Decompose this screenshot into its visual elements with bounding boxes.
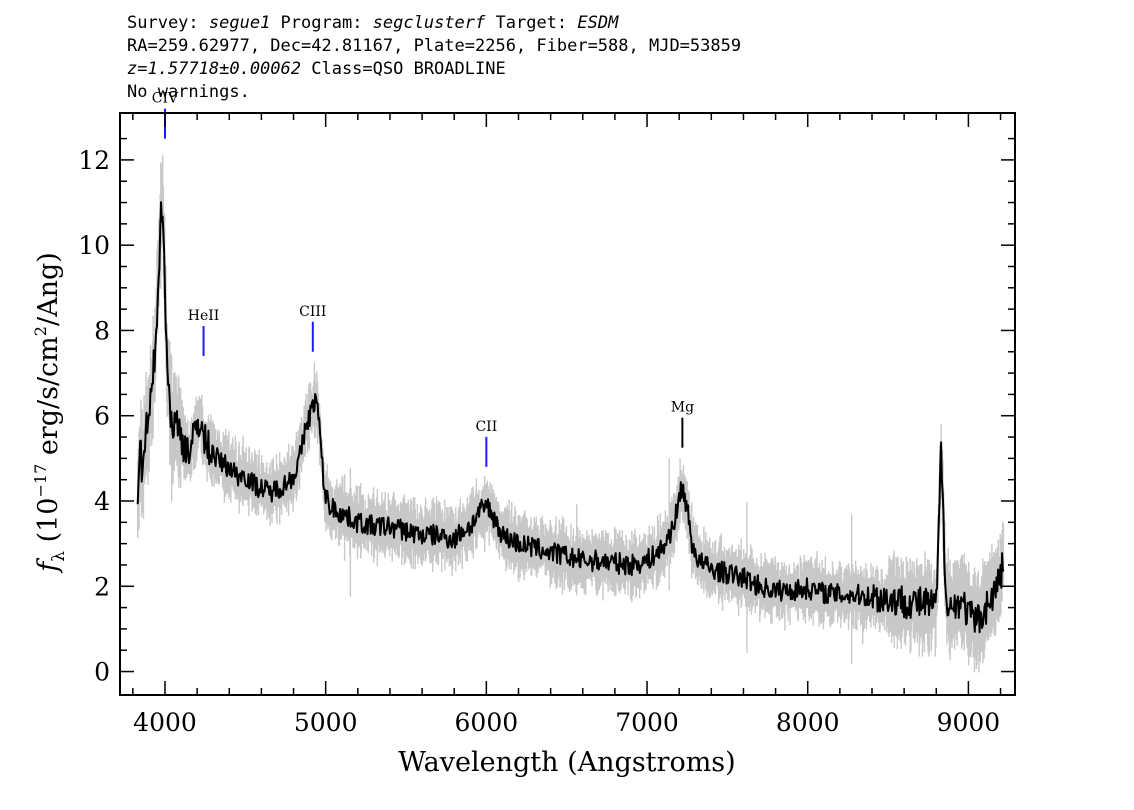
line-label-heii: HeII bbox=[188, 308, 220, 324]
plot-frame bbox=[119, 112, 1016, 696]
x-tick-label: 6000 bbox=[455, 708, 519, 737]
emission-lines: CIV HeII CIII CII Mg bbox=[152, 91, 694, 467]
target-value: ESDM bbox=[577, 13, 619, 33]
class-value: Class=QSO BROADLINE bbox=[301, 59, 506, 79]
x-tick-label: 8000 bbox=[776, 708, 840, 737]
survey-value: segue1 bbox=[208, 13, 271, 33]
y-tick-label: 4 bbox=[94, 487, 110, 516]
line-label-ciii: CIII bbox=[299, 304, 326, 320]
x-tick-label: 4000 bbox=[133, 708, 197, 737]
line-label-civ: CIV bbox=[152, 91, 179, 107]
redshift-value: z=1.57718±0.00062 bbox=[127, 59, 301, 79]
header-line-survey: Survey: segue1 Program: segclusterf Targ… bbox=[127, 13, 619, 33]
y-tick-label: 8 bbox=[94, 316, 110, 345]
y-axis-label: fλ (10−17 erg/s/cm2/Ang) bbox=[31, 252, 69, 574]
y-tick-label: 6 bbox=[94, 402, 110, 431]
header-line-warnings: No warnings. bbox=[127, 82, 250, 102]
x-tick-label: 9000 bbox=[937, 708, 1001, 737]
line-label-mg: Mg bbox=[671, 400, 694, 416]
flux-line bbox=[136, 201, 1005, 634]
y-tick-label: 12 bbox=[78, 146, 110, 175]
line-label-cii: CII bbox=[475, 419, 497, 435]
axis-ticks bbox=[120, 113, 1015, 695]
header-line-redshift: z=1.57718±0.00062 Class=QSO BROADLINE bbox=[127, 58, 741, 81]
tick-labels: 4000 5000 6000 7000 8000 9000 0 2 4 6 8 10 12 bbox=[78, 146, 1000, 737]
y-tick-label: 2 bbox=[94, 572, 110, 601]
y-tick-label: 0 bbox=[94, 658, 110, 687]
program-value: segclusterf bbox=[372, 13, 486, 33]
x-tick-label: 5000 bbox=[294, 708, 358, 737]
spectrum-header: Survey: segue1 Program: segclusterf Targ… bbox=[127, 12, 741, 104]
y-tick-label: 10 bbox=[78, 231, 110, 260]
x-axis-label: Wavelength (Angstroms) bbox=[398, 747, 735, 778]
x-tick-label: 7000 bbox=[615, 708, 679, 737]
header-line-coordinates: RA=259.62977, Dec=42.81167, Plate=2256, … bbox=[127, 36, 742, 56]
flux-layer bbox=[136, 201, 1005, 634]
